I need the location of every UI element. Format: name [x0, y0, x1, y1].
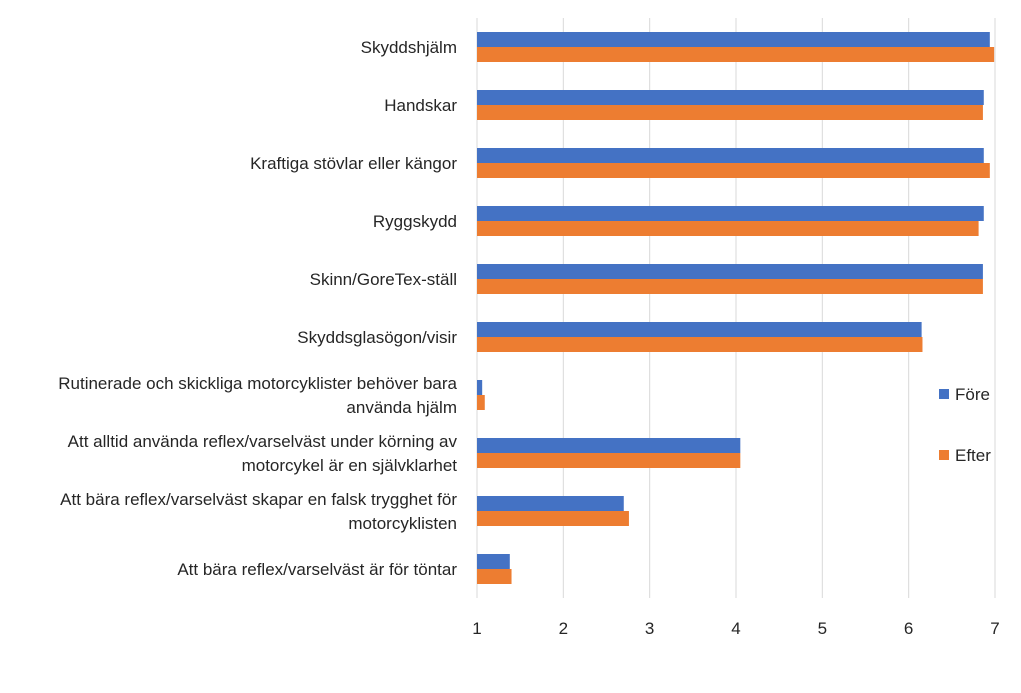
category-label: motorcykel är en självklarhet — [242, 456, 458, 475]
category-label: Handskar — [384, 96, 457, 115]
bar-fore — [477, 380, 483, 395]
category-label: Rutinerade och skickliga motorcyklister … — [58, 374, 457, 393]
category-label: Att alltid använda reflex/varselväst und… — [68, 432, 458, 451]
x-tick-label: 1 — [472, 619, 481, 638]
bar-efter — [477, 105, 983, 120]
category-label: Skinn/GoreTex-ställ — [310, 270, 457, 289]
bar-efter — [477, 569, 512, 584]
bar-efter — [477, 163, 990, 178]
category-label: Att bära reflex/varselväst skapar en fal… — [60, 490, 457, 509]
bar-efter — [477, 395, 485, 410]
bar-fore — [477, 206, 984, 221]
bar-efter — [477, 511, 629, 526]
bar-efter — [477, 221, 979, 236]
bar-efter — [477, 279, 983, 294]
category-label: Ryggskydd — [373, 212, 457, 231]
x-tick-label: 6 — [904, 619, 913, 638]
legend: Före Efter — [939, 385, 991, 465]
x-tick-label: 4 — [731, 619, 740, 638]
category-label: Att bära reflex/varselväst är för töntar — [177, 560, 457, 579]
legend-label-efter: Efter — [955, 446, 991, 465]
x-tick-labels: 1 2 3 4 5 6 7 — [472, 619, 999, 638]
bar-fore — [477, 148, 984, 163]
bar-fore — [477, 90, 984, 105]
bar-fore — [477, 554, 510, 569]
bar-efter — [477, 47, 995, 62]
legend-swatch-efter — [939, 450, 949, 460]
category-label: Kraftiga stövlar eller kängor — [250, 154, 457, 173]
x-tick-label: 5 — [818, 619, 827, 638]
bar-efter — [477, 453, 741, 468]
category-label: Skyddshjälm — [361, 38, 457, 57]
bar-fore — [477, 322, 922, 337]
category-label: motorcyklisten — [348, 514, 457, 533]
bar-fore — [477, 438, 741, 453]
x-tick-label: 3 — [645, 619, 654, 638]
x-tick-label: 2 — [559, 619, 568, 638]
legend-swatch-fore — [939, 389, 949, 399]
x-tick-label: 7 — [990, 619, 999, 638]
category-label: Skyddsglasögon/visir — [297, 328, 457, 347]
bars — [477, 32, 995, 584]
category-labels: Skyddshjälm Handskar Kraftiga stövlar elle… — [58, 38, 457, 579]
legend-label-fore: Före — [955, 385, 990, 404]
bar-efter — [477, 337, 923, 352]
bar-fore — [477, 32, 990, 47]
bar-fore — [477, 264, 983, 279]
category-label: använda hjälm — [346, 398, 457, 417]
bar-fore — [477, 496, 624, 511]
